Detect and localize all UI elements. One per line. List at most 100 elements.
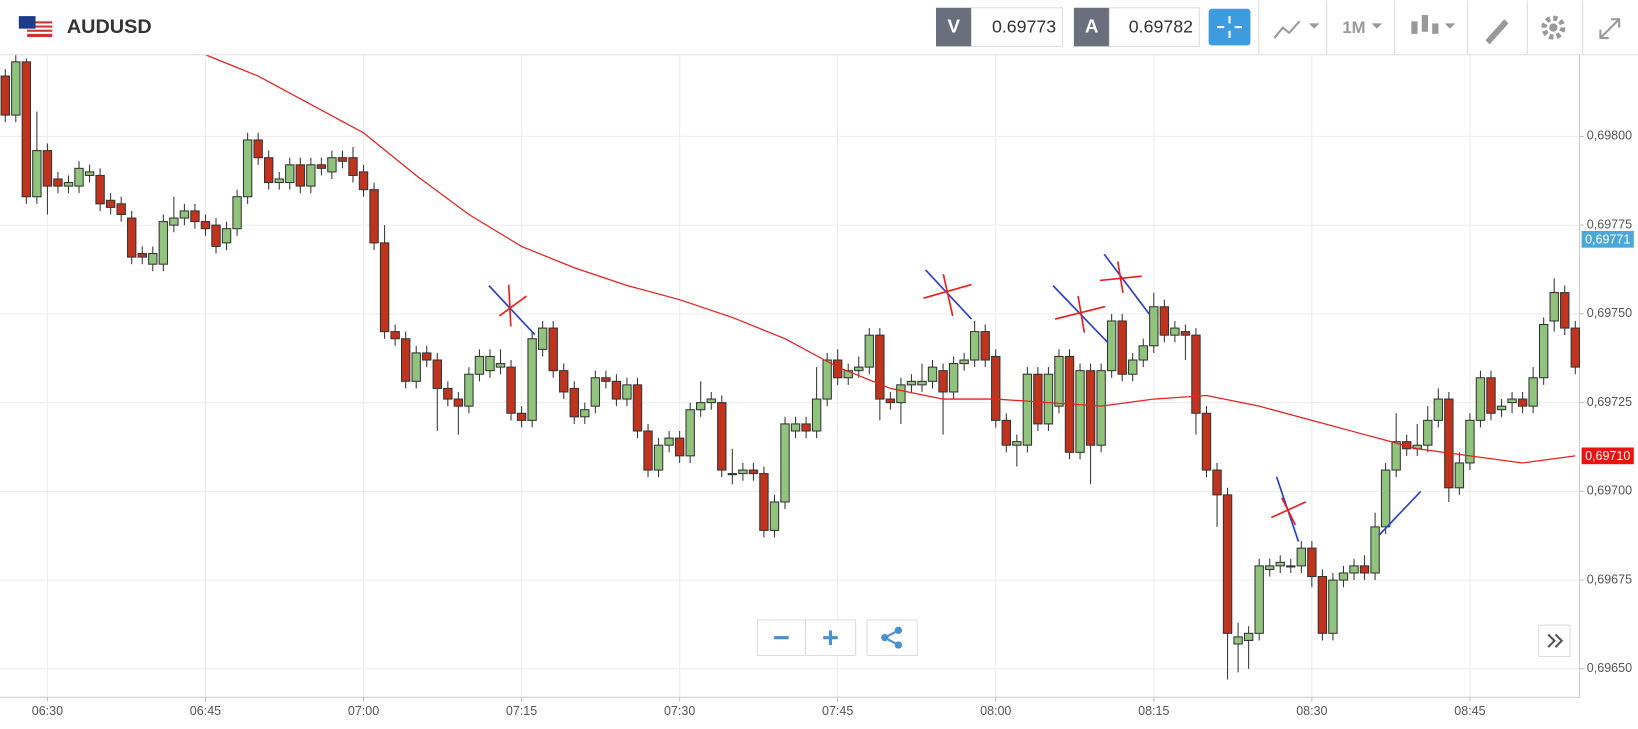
candle-body	[727, 473, 738, 476]
y-tick-label: 0,69700	[1587, 484, 1632, 498]
ask-label: A	[1085, 16, 1099, 37]
candle-body	[306, 164, 316, 187]
candle-body	[664, 437, 674, 446]
share[interactable]	[866, 619, 918, 656]
candle-body	[1423, 419, 1433, 446]
candle-body	[948, 363, 959, 393]
candle-body	[1317, 576, 1328, 634]
ask-box	[1108, 7, 1200, 47]
candle-body	[938, 370, 948, 393]
share-icon	[881, 626, 903, 649]
x-tick-label: 08:45	[1454, 704, 1485, 718]
candle-body	[169, 217, 179, 226]
fullscreen[interactable]	[1599, 18, 1621, 40]
candle-body	[801, 423, 811, 432]
candle-body	[748, 469, 759, 475]
candle-body	[1233, 636, 1243, 645]
candle-body	[569, 387, 579, 418]
candle-body	[179, 210, 190, 219]
x-tick-label: 07:30	[664, 704, 695, 718]
candle-body	[991, 355, 1001, 421]
candle-body	[590, 377, 601, 407]
candle-body	[674, 437, 685, 457]
candle-body	[327, 157, 337, 173]
drawings	[488, 253, 1422, 542]
candle-body	[253, 139, 263, 159]
candle-body	[1538, 324, 1549, 379]
candle-body	[580, 409, 590, 418]
candle-body	[453, 398, 464, 407]
crosshair-button[interactable]	[1208, 8, 1251, 46]
candle-body	[1254, 565, 1264, 634]
candle-body	[1222, 494, 1233, 634]
candle-body	[1454, 462, 1465, 489]
candle-body	[738, 469, 748, 475]
candle-body	[1549, 292, 1559, 322]
draw-tool[interactable]	[1485, 19, 1509, 45]
candle-body	[53, 178, 63, 187]
candle-body	[1138, 345, 1148, 361]
candle-body	[917, 380, 927, 386]
candle-body	[1433, 398, 1444, 421]
price-tag	[1581, 230, 1634, 248]
timeframe: 1M	[1342, 18, 1365, 37]
candle-body	[105, 199, 116, 208]
plus-icon	[823, 630, 838, 645]
candle-body	[1349, 565, 1359, 574]
flag-icon	[18, 16, 53, 38]
candle-body	[242, 139, 253, 198]
candle-body	[769, 501, 780, 531]
candle-body	[1359, 565, 1370, 574]
candle-body	[116, 203, 126, 216]
x-tick-label: 08:00	[980, 704, 1011, 718]
chevron-icon	[1547, 633, 1564, 648]
candle-body	[1022, 373, 1033, 446]
candle-body	[854, 366, 864, 372]
settings[interactable]	[1541, 15, 1566, 40]
candle-body	[263, 157, 274, 184]
timeframe-menu[interactable]: 1M	[1342, 18, 1383, 37]
candle-body	[1149, 306, 1159, 347]
chart-type-menu[interactable]	[1411, 15, 1456, 34]
bid-price: 0.69773	[992, 16, 1056, 36]
candle-body	[84, 171, 95, 176]
candle-body	[1338, 572, 1349, 581]
candle-body	[1286, 565, 1296, 568]
candle-body	[1296, 547, 1307, 567]
candle-body	[537, 327, 548, 350]
x-tick-label: 08:30	[1296, 704, 1327, 718]
candle-body	[358, 171, 369, 191]
bid-badge	[936, 7, 972, 47]
candle-body	[611, 380, 622, 400]
candle-body	[443, 387, 453, 400]
candle-body	[717, 402, 727, 471]
y-tick-label: 0,69675	[1587, 572, 1632, 586]
candle-body	[379, 242, 390, 333]
candle-body	[632, 384, 643, 432]
candle-body	[506, 366, 516, 414]
price-tag-label: 0,69771	[1585, 233, 1630, 247]
candle-body	[1033, 373, 1043, 425]
candle-body	[1243, 632, 1254, 641]
symbol: AUDUSD	[67, 16, 152, 38]
candle-body	[1012, 441, 1022, 446]
candle-body	[780, 423, 790, 503]
candle-body	[969, 331, 980, 361]
y-tick-label: 0,69750	[1587, 306, 1632, 320]
candle-body	[11, 61, 21, 116]
candle-body	[927, 366, 938, 382]
candle-body	[653, 444, 664, 471]
candle-body	[864, 334, 875, 368]
candle-body	[1159, 306, 1170, 336]
ask-badge	[1073, 7, 1110, 47]
bid-box	[970, 7, 1063, 47]
candle-body	[400, 338, 411, 382]
candle-body	[601, 377, 611, 382]
ask-price: 0.69782	[1129, 16, 1193, 36]
candle-body	[474, 355, 485, 375]
candle-body	[875, 334, 885, 400]
x-tick-label: 08:15	[1138, 704, 1169, 718]
indicator-menu[interactable]	[1273, 20, 1320, 39]
candle-body	[274, 178, 284, 184]
candle-body	[1380, 469, 1391, 528]
